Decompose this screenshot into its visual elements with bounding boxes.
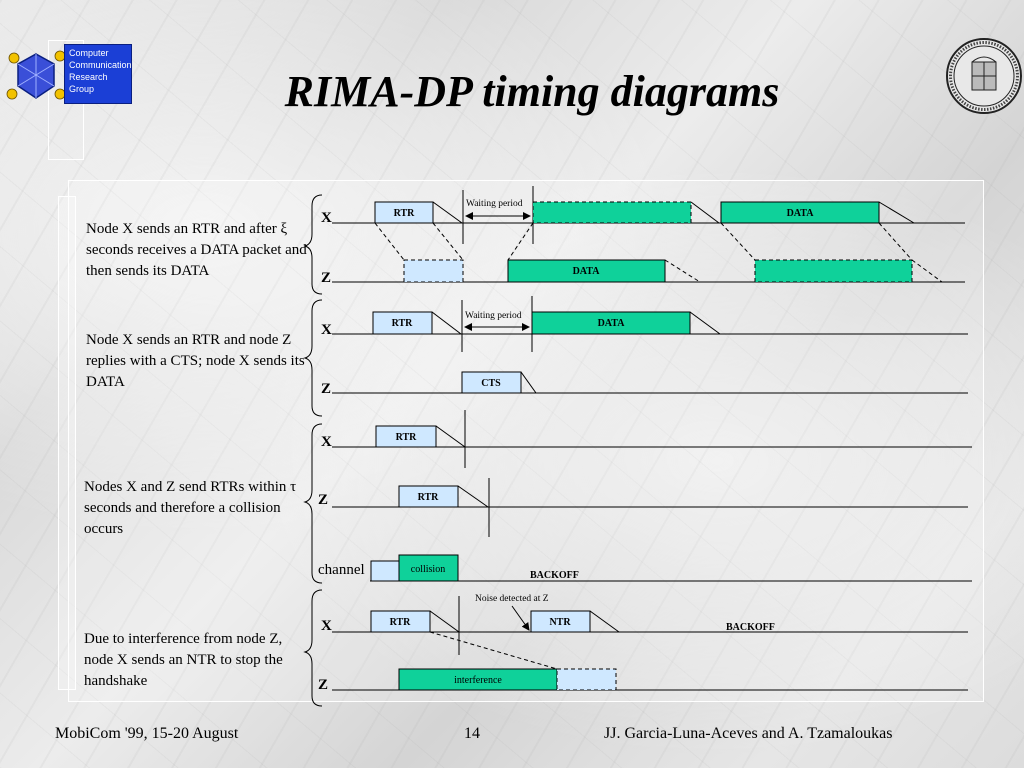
rtr-label: RTR xyxy=(392,318,414,329)
rtr-label-z: RTR xyxy=(418,492,440,503)
data-packet-dashed xyxy=(532,201,692,224)
rtr-label: RTR xyxy=(394,208,416,219)
backoff-label: BACKOFF xyxy=(530,570,579,581)
backoff-label: BACKOFF xyxy=(726,622,775,633)
waiting-period-label: Waiting period xyxy=(466,199,523,209)
node-z-label: Z xyxy=(318,677,328,693)
logo-line: Communication xyxy=(69,60,132,70)
rtr-packet-x xyxy=(375,425,437,448)
university-seal-icon xyxy=(946,38,1022,114)
page-title: RIMA-DP timing diagrams xyxy=(284,67,780,116)
scenario-3: X Z channel RTR RTR collision BACKOFF xyxy=(318,410,972,582)
node-z-label: Z xyxy=(318,492,328,508)
data-received-z xyxy=(754,259,913,283)
channel-label: channel xyxy=(318,562,365,578)
data-packet-z xyxy=(507,259,666,283)
network-globe-icon xyxy=(6,50,66,100)
footer-right: JJ. Garcia-Luna-Aceves and A. Tzamalouka… xyxy=(604,725,893,742)
footer-left: MobiCom '99, 15-20 August xyxy=(55,725,239,742)
rtr-label-x: RTR xyxy=(396,432,418,443)
rtr-packet-z xyxy=(398,485,459,508)
node-x-label: X xyxy=(321,434,332,450)
collision-block xyxy=(398,554,459,582)
description-4: Due to interference from node Z, node X … xyxy=(84,631,283,689)
left-strip xyxy=(58,196,76,690)
logo-line: Group xyxy=(69,84,95,94)
waiting-period-label: Waiting period xyxy=(465,311,522,321)
ntr-packet xyxy=(530,610,591,633)
scenario-1: X Z RTR Waiting period DATA DATA xyxy=(321,186,965,286)
channel-rtr-start xyxy=(370,560,402,582)
data-packet-x xyxy=(531,311,691,335)
cts-packet xyxy=(461,371,522,394)
rtr-packet xyxy=(372,311,433,335)
rtr-packet xyxy=(370,610,431,633)
collision-label: collision xyxy=(411,564,445,575)
logo-text-box: Computer Communication Research Group xyxy=(64,44,132,104)
data-label-x: DATA xyxy=(598,318,626,329)
noise-arrow xyxy=(511,605,530,631)
node-x-label: X xyxy=(321,322,332,338)
page-number: 14 xyxy=(464,725,480,742)
data-label-z: DATA xyxy=(573,266,601,277)
ntr-received-z xyxy=(556,668,617,691)
node-z-label: Z xyxy=(321,381,331,397)
description-3: Nodes X and Z send RTRs within τ seconds… xyxy=(84,479,297,537)
interference-label: interference xyxy=(454,675,502,686)
rtr-packet xyxy=(374,201,434,224)
logo-line: Computer xyxy=(69,48,109,58)
ntr-label: NTR xyxy=(549,617,571,628)
cts-label: CTS xyxy=(481,378,501,389)
logo-line: Research xyxy=(69,72,108,82)
scenario-2: X Z RTR Waiting period DATA CTS xyxy=(321,296,968,397)
data-packet-x xyxy=(720,201,880,224)
rtr-received-z xyxy=(403,259,464,283)
noise-label: Noise detected at Z xyxy=(475,594,549,604)
rtr-label: RTR xyxy=(390,617,412,628)
node-z-label: Z xyxy=(321,270,331,286)
node-x-label: X xyxy=(321,210,332,226)
description-1: Node X sends an RTR and after ξ seconds … xyxy=(86,221,307,279)
brace-group xyxy=(303,194,323,707)
description-2: Node X sends an RTR and node Z replies w… xyxy=(86,332,305,390)
scenario-4: X Z RTR Noise detected at Z NTR BACKOFF … xyxy=(318,594,968,693)
node-x-label: X xyxy=(321,618,332,634)
data-label-x: DATA xyxy=(787,208,815,219)
ccrg-logo: Computer Communication Research Group xyxy=(6,40,136,160)
